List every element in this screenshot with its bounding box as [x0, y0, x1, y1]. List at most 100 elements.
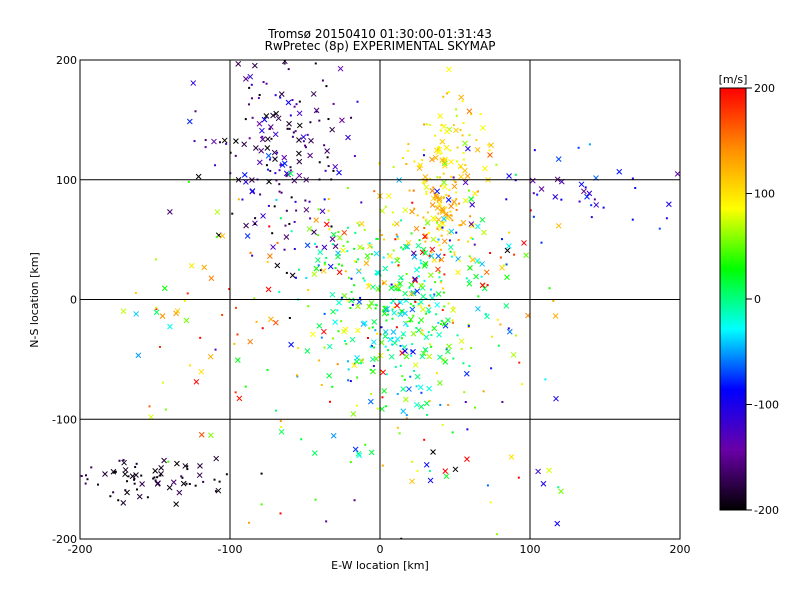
data-point-cross: [474, 223, 481, 230]
data-point-dot: [267, 204, 270, 207]
data-point-dot: [442, 287, 445, 290]
data-point-dot: [419, 259, 422, 262]
data-point-dot: [445, 193, 448, 196]
data-point-dot: [518, 361, 521, 364]
data-point-dot: [456, 146, 459, 149]
data-point-cross: [236, 395, 243, 402]
data-point-cross: [133, 472, 139, 478]
data-point-dot: [462, 158, 465, 161]
data-point-dot: [273, 205, 276, 208]
data-point-cross: [326, 372, 332, 379]
data-point-cross: [364, 253, 371, 259]
data-point-dot: [315, 245, 318, 248]
data-point-dot: [279, 96, 282, 99]
data-point-dot: [452, 176, 455, 179]
data-point-dot: [344, 270, 347, 273]
data-point-dot: [468, 255, 471, 258]
data-point-dot: [214, 164, 217, 167]
data-point-dot: [276, 241, 279, 244]
data-point-dot: [430, 251, 433, 254]
data-point-cross: [285, 99, 292, 106]
data-point-dot: [370, 392, 373, 395]
data-point-dot: [400, 337, 403, 340]
data-point-cross: [403, 396, 409, 403]
data-point-dot: [187, 180, 190, 183]
data-point-dot: [349, 461, 352, 464]
data-point-dot: [505, 198, 508, 201]
data-point-cross: [465, 145, 471, 152]
data-point-cross: [409, 478, 415, 485]
data-point-dot: [405, 414, 408, 417]
x-tick-label: 0: [377, 543, 384, 556]
data-point-dot: [347, 368, 350, 371]
data-point-cross: [356, 298, 363, 305]
data-point-cross: [350, 411, 357, 417]
data-point-dot: [109, 495, 112, 498]
data-point-cross: [349, 336, 356, 343]
data-point-dot: [369, 345, 372, 348]
data-point-cross: [241, 172, 248, 178]
y-tick-label: 200: [56, 54, 77, 67]
data-point-dot: [218, 141, 221, 144]
data-point-dot: [260, 503, 263, 506]
data-point-cross: [422, 260, 429, 267]
data-point-dot: [590, 216, 593, 219]
data-point-dot: [225, 473, 228, 476]
data-point-cross: [446, 343, 452, 350]
colorbar-tick-label: -200: [754, 504, 779, 517]
data-point-cross: [159, 313, 166, 319]
data-point-dot: [396, 426, 399, 429]
data-point-dot: [279, 217, 282, 220]
data-point-cross: [287, 170, 294, 177]
data-point-dot: [398, 289, 401, 292]
data-point-cross: [323, 221, 330, 228]
chart-title: Tromsø 20150410 01:30:00-01:31:43: [268, 27, 492, 41]
data-point-cross: [166, 484, 173, 491]
data-point-cross: [393, 220, 400, 227]
data-point-dot: [439, 322, 442, 325]
data-point-dot: [513, 253, 516, 256]
data-point-dot: [156, 476, 159, 479]
data-point-cross: [332, 163, 339, 170]
data-point-cross: [291, 177, 298, 184]
data-point-cross: [506, 328, 513, 335]
data-point-dot: [276, 151, 279, 154]
data-point-dot: [380, 234, 383, 237]
data-point-dot: [396, 235, 399, 238]
data-point-dot: [278, 290, 281, 293]
data-point-dot: [260, 472, 263, 475]
data-point-dot: [380, 326, 383, 329]
data-point-dot: [383, 238, 386, 241]
data-point-cross: [352, 446, 359, 453]
data-point-dot: [254, 217, 257, 220]
data-point-dot: [517, 476, 520, 479]
data-point-dot: [378, 162, 381, 165]
data-point-cross: [570, 542, 575, 547]
data-point-dot: [436, 227, 439, 230]
data-point-dot: [450, 255, 453, 258]
data-point-cross: [304, 348, 311, 354]
data-point-cross: [400, 331, 407, 337]
data-point-dot: [327, 165, 330, 168]
data-point-dot: [402, 248, 405, 251]
data-point-cross: [521, 240, 527, 246]
data-point-dot: [480, 275, 483, 278]
data-point-cross: [330, 231, 337, 238]
data-point-dot: [437, 145, 440, 148]
data-point-dot: [447, 194, 450, 197]
data-point-dot: [476, 190, 479, 193]
data-point-cross: [374, 269, 381, 276]
data-point-dot: [438, 276, 441, 279]
data-point-cross: [234, 357, 241, 363]
data-point-dot: [459, 166, 462, 169]
data-point-cross: [296, 150, 302, 157]
data-point-dot: [356, 376, 359, 379]
data-point-dot: [462, 122, 465, 125]
data-point-dot: [557, 486, 560, 489]
data-point-dot: [314, 62, 317, 65]
data-point-dot: [440, 234, 443, 237]
data-point-cross: [355, 303, 361, 310]
data-point-dot: [428, 311, 431, 314]
data-point-dot: [302, 140, 305, 143]
data-point-dot: [366, 258, 369, 261]
